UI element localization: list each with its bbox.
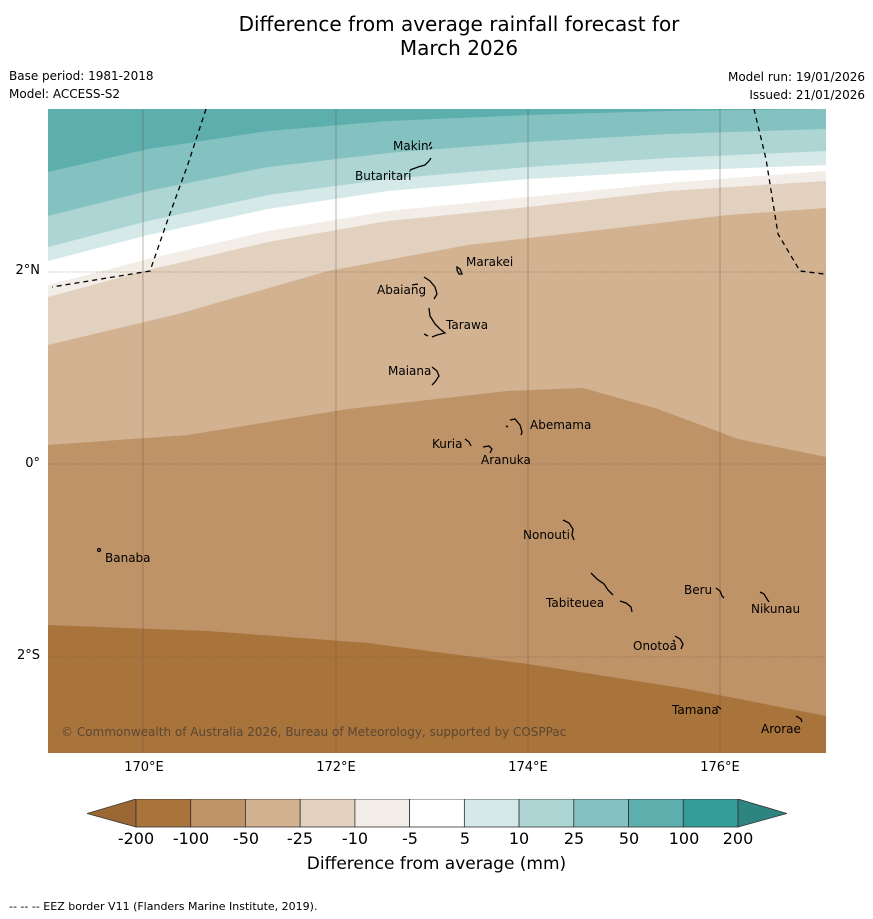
colorbar-segment-6 — [409, 799, 465, 828]
lon-label-172e: 172°E — [316, 760, 356, 775]
island-beru-outline — [715, 587, 725, 599]
colorbar-tick-4: -25 — [286, 829, 314, 848]
island-tabiteuea-outline — [590, 572, 633, 613]
island-aranuka-outline — [482, 445, 493, 454]
map-title: Difference from average rainfall forecas… — [0, 12, 873, 60]
island-arorae-outline — [795, 715, 803, 723]
colorbar-over-arrow — [737, 799, 787, 828]
island-tarawa-outline — [423, 307, 447, 338]
colorbar-tick-12: 200 — [722, 829, 754, 848]
map-title-line-1: Difference from average rainfall forecas… — [238, 12, 680, 36]
copyright-notice: © Commonwealth of Australia 2026, Bureau… — [61, 725, 567, 739]
meta-right: Model run: 19/01/2026 Issued: 21/01/2026 — [728, 68, 865, 104]
colorbar-tick-11: 100 — [668, 829, 700, 848]
colorbar-segment-5 — [354, 799, 411, 828]
island-nonouti-outline — [562, 519, 575, 541]
place-label-makin: Makin — [393, 139, 429, 153]
place-label-abemama: Abemama — [530, 418, 592, 432]
colorbar-segment-2 — [190, 799, 246, 828]
island-abemama-outline — [505, 418, 523, 436]
place-label-nikunau: Nikunau — [751, 602, 801, 616]
colorbar-segment-1 — [135, 799, 192, 828]
island-tamana-outline — [716, 705, 722, 710]
lon-label-170e: 170°E — [124, 760, 164, 775]
colorbar-label: Difference from average (mm) — [306, 854, 567, 874]
colorbar-segment-4 — [299, 799, 356, 828]
place-label-butaritari: Butaritari — [355, 169, 412, 183]
colorbar-tick-3: -50 — [232, 829, 260, 848]
colorbar-tick-1: -200 — [117, 829, 155, 848]
island-marakei-outline — [456, 265, 463, 275]
island-makin-outline — [428, 141, 433, 150]
colorbar-segment-11 — [682, 799, 739, 828]
island-nikunau-outline — [759, 591, 770, 603]
eez-borders — [51, 109, 825, 288]
place-label-tamana: Tamana — [672, 703, 719, 717]
colorbar — [87, 799, 787, 828]
island-butaritari-outline — [409, 157, 432, 171]
lon-label-174e: 174°E — [508, 760, 548, 775]
lon-label-176e: 176°E — [700, 760, 740, 775]
place-label-aranuka: Aranuka — [481, 453, 531, 467]
place-label-marakei: Marakei — [466, 255, 514, 269]
place-label-abaiang: Abaiang — [377, 283, 427, 297]
place-label-maiana: Maiana — [388, 364, 432, 378]
colorbar-segment-8 — [518, 799, 575, 828]
colorbar-tick-9: 25 — [563, 829, 585, 848]
place-label-kuria: Kuria — [432, 437, 463, 451]
colorbar-segment-7 — [463, 799, 520, 828]
meta-left: Base period: 1981-2018 Model: ACCESS-S2 — [9, 67, 154, 103]
island-maiana-outline — [431, 366, 440, 386]
colorbar-tick-10: 50 — [618, 829, 640, 848]
colorbar-segment-3 — [245, 799, 301, 828]
colorbar-tick-2: -100 — [172, 829, 210, 848]
map-title-line-2: March 2026 — [399, 36, 519, 60]
eez-footnote: -- -- -- EEZ border V11 (Flanders Marine… — [9, 900, 318, 913]
graticule — [48, 109, 826, 753]
island-abaiang-outline — [411, 276, 438, 300]
forecast-map: Makin Butaritari Marakei Abaiang Tarawa … — [48, 109, 826, 753]
lat-label-equator: 0° — [25, 456, 40, 471]
place-label-nonouti: Nonouti — [523, 528, 570, 542]
colorbar-tick-5: -10 — [341, 829, 369, 848]
colorbar-tick-8: 10 — [508, 829, 530, 848]
lat-label-2s: 2°S — [16, 648, 40, 663]
band-minus100-minus50 — [48, 625, 826, 753]
colorbar-tick-7: 5 — [459, 829, 471, 848]
island-kuria-outline — [464, 438, 472, 447]
colorbar-tick-6: -5 — [402, 829, 418, 848]
place-label-banaba: Banaba — [105, 551, 151, 565]
model-run: Model run: 19/01/2026 — [727, 70, 865, 84]
place-label-onotoa: Onotoa — [633, 639, 677, 653]
colorbar-segment-9 — [573, 799, 629, 828]
eez-border-west — [51, 109, 207, 288]
island-onotoa-outline — [672, 635, 684, 650]
colorbar-under-arrow — [87, 799, 137, 828]
colorbar-segment-10 — [628, 799, 684, 828]
island-outlines — [96, 141, 803, 723]
island-banaba-outline — [96, 547, 102, 553]
place-label-tarawa: Tarawa — [446, 318, 489, 332]
place-label-beru: Beru — [684, 583, 713, 597]
issued-date: Issued: 21/01/2026 — [749, 88, 865, 102]
lat-label-2n: 2°N — [15, 263, 41, 278]
map-svg — [48, 109, 826, 753]
model-name: Model: ACCESS-S2 — [9, 87, 121, 101]
base-period: Base period: 1981-2018 — [9, 69, 154, 83]
eez-border-east — [753, 109, 825, 275]
place-label-arorae: Arorae — [761, 722, 801, 736]
place-label-tabiteuea: Tabiteuea — [546, 596, 605, 610]
